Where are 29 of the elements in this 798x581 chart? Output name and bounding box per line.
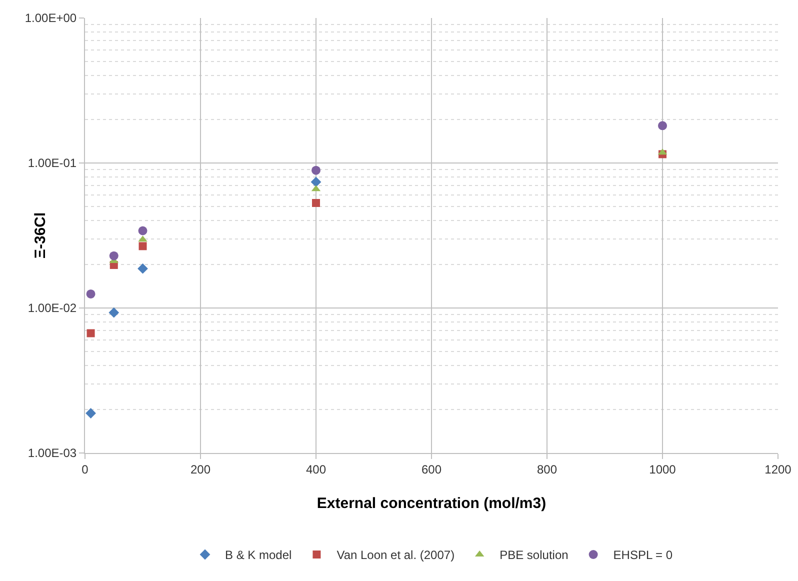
point — [86, 329, 95, 338]
point — [310, 176, 322, 188]
x-tick-label: 800 — [536, 462, 558, 476]
y-tick-label: 1.00E+00 — [24, 11, 77, 26]
point — [108, 307, 120, 318]
point — [138, 263, 148, 274]
y-tick-label: 1.00E-02 — [28, 301, 77, 316]
legend-label: EHSPL = 0 — [613, 548, 673, 562]
x-tick-label: 1200 — [764, 462, 792, 476]
point — [138, 226, 148, 236]
point — [312, 198, 320, 207]
x-tick-label: 1000 — [649, 462, 676, 476]
legend-label: Van Loon et al. (2007) — [336, 548, 455, 562]
point — [658, 121, 667, 130]
point — [86, 289, 96, 298]
legend-label: PBE solution — [500, 548, 568, 562]
point — [86, 408, 96, 418]
point — [109, 251, 118, 260]
point — [138, 242, 147, 250]
y-tick-label: 1.00E-03 — [28, 446, 77, 460]
legend-label: B & K model — [225, 548, 292, 562]
x-tick-label: 200 — [190, 462, 211, 476]
x-tick-label: 600 — [421, 462, 442, 476]
x-tick-label: 400 — [306, 462, 326, 476]
y-tick-label: 1.00E-01 — [28, 156, 77, 170]
x-axis-title: External concentration (mol/m3) — [316, 495, 546, 512]
y-axis-title: Ξ-36Cl — [32, 212, 49, 259]
x-tick-label: 0 — [82, 462, 89, 476]
point — [312, 166, 320, 175]
